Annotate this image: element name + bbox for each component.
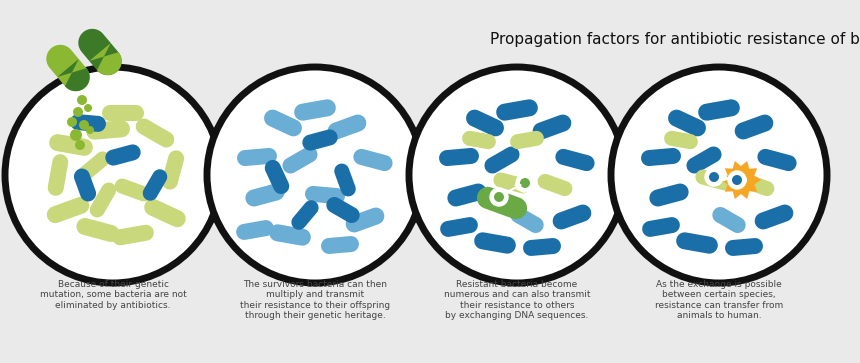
Polygon shape <box>76 151 110 183</box>
Polygon shape <box>676 232 718 254</box>
Circle shape <box>735 174 747 186</box>
Polygon shape <box>440 217 478 237</box>
Polygon shape <box>46 45 89 91</box>
Polygon shape <box>74 168 96 201</box>
Text: Resistant bacteria become
numerous and can also transmit
their resistance to oth: Resistant bacteria become numerous and c… <box>444 280 590 320</box>
Polygon shape <box>758 149 796 171</box>
Circle shape <box>520 178 530 188</box>
Polygon shape <box>496 99 538 121</box>
Polygon shape <box>346 208 384 232</box>
Polygon shape <box>664 131 697 149</box>
Polygon shape <box>305 186 345 204</box>
Polygon shape <box>49 134 93 156</box>
Circle shape <box>77 95 87 105</box>
Polygon shape <box>649 184 689 207</box>
Circle shape <box>732 175 742 185</box>
Polygon shape <box>477 187 527 219</box>
Polygon shape <box>698 99 740 121</box>
Polygon shape <box>326 197 359 223</box>
Polygon shape <box>102 105 144 121</box>
Polygon shape <box>78 29 122 75</box>
Polygon shape <box>86 121 130 140</box>
Text: Propagation factors for antibiotic resistance of bacteria: Propagation factors for antibiotic resis… <box>490 32 860 47</box>
Polygon shape <box>494 172 531 193</box>
Polygon shape <box>162 150 184 189</box>
Polygon shape <box>510 131 544 149</box>
Text: Because of their genetic
mutation, some bacteria are not
eliminated by antibioti: Because of their genetic mutation, some … <box>40 280 187 310</box>
Polygon shape <box>538 174 573 196</box>
Polygon shape <box>269 224 310 246</box>
Circle shape <box>728 171 746 189</box>
Polygon shape <box>292 200 318 230</box>
Polygon shape <box>89 183 116 217</box>
Polygon shape <box>294 99 335 121</box>
Polygon shape <box>553 205 592 229</box>
Polygon shape <box>321 236 359 254</box>
Circle shape <box>516 174 534 192</box>
Polygon shape <box>70 114 106 132</box>
Polygon shape <box>58 59 89 91</box>
Polygon shape <box>136 119 175 147</box>
Polygon shape <box>712 207 746 233</box>
Polygon shape <box>523 238 561 256</box>
Polygon shape <box>353 149 392 171</box>
Polygon shape <box>245 184 285 207</box>
Circle shape <box>75 140 85 150</box>
Polygon shape <box>335 164 356 196</box>
Polygon shape <box>114 179 151 201</box>
Circle shape <box>70 129 82 141</box>
Polygon shape <box>143 169 167 201</box>
Polygon shape <box>755 205 793 229</box>
Polygon shape <box>112 225 154 245</box>
Polygon shape <box>474 232 516 254</box>
Polygon shape <box>484 147 519 174</box>
Text: As the exchange is possible
between certain species,
resistance can transfer fro: As the exchange is possible between cert… <box>654 280 783 320</box>
Circle shape <box>494 192 504 202</box>
Text: The survivors bacteria can then
multiply and transmit
their resistance to their : The survivors bacteria can then multiply… <box>240 280 390 320</box>
Polygon shape <box>237 220 273 240</box>
Polygon shape <box>439 148 479 166</box>
Polygon shape <box>48 154 68 196</box>
Polygon shape <box>556 149 594 171</box>
Circle shape <box>86 126 94 134</box>
Circle shape <box>84 104 92 112</box>
Polygon shape <box>696 170 733 191</box>
Polygon shape <box>282 147 317 174</box>
Polygon shape <box>265 160 289 194</box>
Circle shape <box>705 168 723 186</box>
Polygon shape <box>466 110 504 136</box>
Polygon shape <box>532 115 571 139</box>
Circle shape <box>67 117 77 127</box>
Polygon shape <box>740 174 774 196</box>
Circle shape <box>709 172 719 182</box>
Polygon shape <box>725 238 763 256</box>
Ellipse shape <box>611 67 827 283</box>
Polygon shape <box>328 115 366 139</box>
Polygon shape <box>734 115 773 139</box>
Polygon shape <box>106 144 141 166</box>
Polygon shape <box>686 147 722 174</box>
Circle shape <box>79 120 89 130</box>
Polygon shape <box>237 148 277 166</box>
Polygon shape <box>510 207 544 233</box>
Polygon shape <box>447 184 487 207</box>
Polygon shape <box>642 217 679 237</box>
Polygon shape <box>264 110 302 136</box>
Polygon shape <box>89 43 122 75</box>
Polygon shape <box>721 161 761 199</box>
Circle shape <box>490 188 508 206</box>
Ellipse shape <box>5 67 221 283</box>
Polygon shape <box>144 199 186 227</box>
Polygon shape <box>462 131 496 149</box>
Circle shape <box>73 107 83 117</box>
Ellipse shape <box>409 67 625 283</box>
Polygon shape <box>668 110 706 136</box>
Polygon shape <box>641 148 681 166</box>
Polygon shape <box>46 197 89 223</box>
Polygon shape <box>303 130 338 151</box>
Polygon shape <box>77 218 120 242</box>
Ellipse shape <box>207 67 423 283</box>
